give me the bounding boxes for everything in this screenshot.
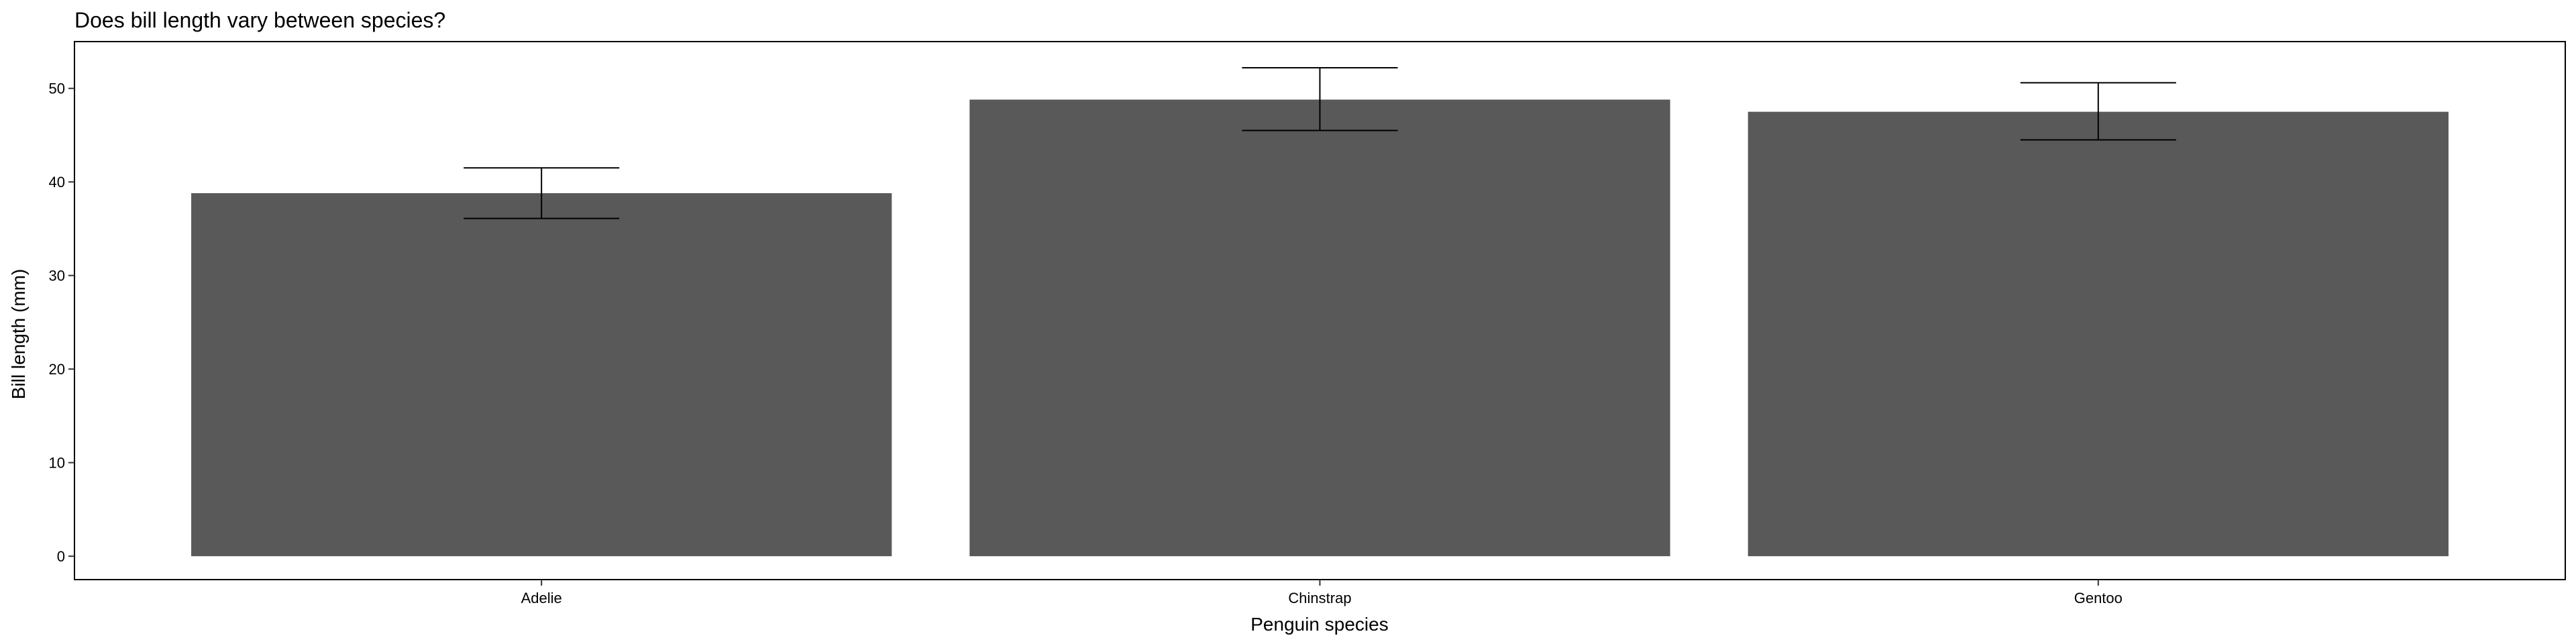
x-tick-label-chinstrap: Chinstrap	[1288, 590, 1351, 606]
x-axis-title: Penguin species	[1250, 614, 1388, 635]
y-axis-title: Bill length (mm)	[8, 269, 29, 399]
x-axis: Adelie Chinstrap Gentoo	[521, 580, 2123, 606]
x-tick-label-gentoo: Gentoo	[2074, 590, 2123, 606]
y-tick-label-10: 10	[49, 455, 65, 472]
y-tick-label-0: 0	[57, 548, 65, 565]
chart-title: Does bill length vary between species?	[74, 8, 445, 32]
error-bar-adelie	[464, 167, 620, 219]
bar-gentoo	[1748, 111, 2449, 557]
y-tick-label-50: 50	[49, 80, 65, 97]
y-tick-label-40: 40	[49, 174, 65, 191]
bar-chinstrap	[969, 99, 1670, 557]
error-bar-chinstrap	[1242, 67, 1398, 131]
bars-layer	[191, 99, 2449, 557]
x-tick-label-adelie: Adelie	[521, 590, 562, 606]
y-axis: 0 10 20 30 40 50	[49, 80, 74, 565]
error-bar-gentoo	[2020, 82, 2176, 141]
y-tick-label-20: 20	[49, 361, 65, 378]
bar-adelie	[191, 193, 892, 557]
error-bars-layer	[464, 67, 2176, 219]
y-tick-label-30: 30	[49, 268, 65, 284]
